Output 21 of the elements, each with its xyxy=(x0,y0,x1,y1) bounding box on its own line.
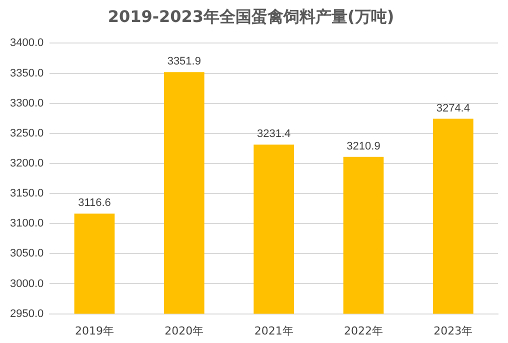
x-tick-label: 2021年 xyxy=(254,324,294,338)
y-tick-label: 3300.0 xyxy=(10,97,44,110)
chart-title: 2019-2023年全国蛋禽饲料产量(万吨) xyxy=(108,6,394,26)
data-label: 3116.6 xyxy=(78,197,111,210)
y-tick-label: 3350.0 xyxy=(10,67,44,80)
data-label: 3351.9 xyxy=(167,56,201,68)
y-tick-label: 3000.0 xyxy=(10,278,44,290)
data-label: 3274.4 xyxy=(436,102,470,114)
x-tick-label: 2019年 xyxy=(74,324,114,338)
x-tick-label: 2023年 xyxy=(434,324,473,338)
x-tick-label: 2022年 xyxy=(344,324,383,338)
y-tick-label: 3050.0 xyxy=(10,248,44,260)
y-tick-label: 3150.0 xyxy=(10,188,44,200)
y-tick-label: 3250.0 xyxy=(10,127,44,140)
data-label: 3231.4 xyxy=(256,128,291,140)
y-tick-label: 3100.0 xyxy=(10,218,44,230)
x-tick-label: 2020年 xyxy=(164,324,204,338)
y-tick-label: 3200.0 xyxy=(10,158,44,170)
y-tick-label: 2950.0 xyxy=(10,308,44,320)
y-tick-label: 3400.0 xyxy=(10,37,44,50)
data-label: 3210.9 xyxy=(346,140,380,152)
